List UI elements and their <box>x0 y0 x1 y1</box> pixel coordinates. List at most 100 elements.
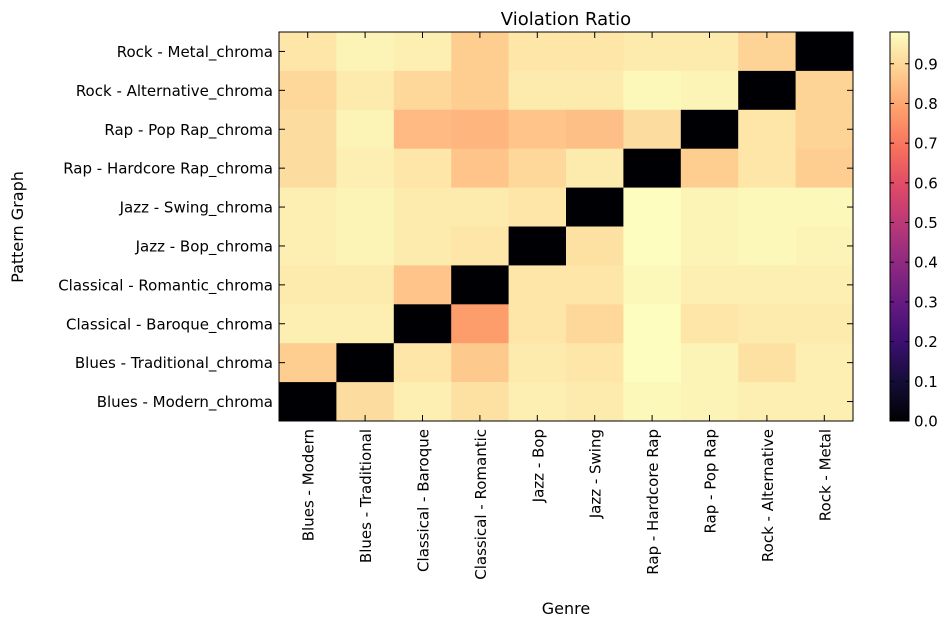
heatmap-cell <box>508 304 567 344</box>
heatmap-cell <box>623 265 682 305</box>
y-tick-label: Classical - Baroque_chroma <box>66 315 273 334</box>
heatmap-cell <box>623 343 682 383</box>
heatmap-cell <box>795 70 854 111</box>
y-tick-label: Jazz - Bop_chroma <box>135 237 273 256</box>
heatmap-cell <box>738 343 797 383</box>
heatmap-cell <box>451 32 510 72</box>
heatmap-cell <box>738 148 797 189</box>
x-tick-label: Blues - Modern <box>300 429 318 541</box>
heatmap-cell <box>336 70 395 111</box>
heatmap-cell <box>795 343 854 383</box>
heatmap-cell <box>508 187 567 227</box>
heatmap-cell <box>279 187 337 227</box>
x-tick-label: Jazz - Swing <box>587 429 605 519</box>
y-axis-label: Pattern Graph <box>8 171 27 283</box>
heatmap-cell <box>279 265 337 305</box>
heatmap-cell <box>623 187 682 227</box>
heatmap-cell <box>279 148 337 189</box>
colorbar-ticks: 0.0 0.1 0.2 0.3 0.4 0.5 0.6 0.7 0.8 0.9 <box>890 55 938 431</box>
heatmap-cell <box>451 382 510 422</box>
heatmap-cell <box>566 32 624 72</box>
y-tick-label: Blues - Modern_chroma <box>97 393 273 412</box>
heatmap-cell <box>336 148 395 189</box>
heatmap-cell <box>680 70 739 111</box>
heatmap-cell <box>451 187 510 227</box>
heatmap-cell <box>508 265 567 305</box>
heatmap-cell <box>451 343 510 383</box>
colorbar-tick-label: 0.0 <box>914 413 938 431</box>
heatmap-cell <box>508 148 567 189</box>
chart-title: Violation Ratio <box>501 9 631 30</box>
heatmap-cell <box>508 343 567 383</box>
heatmap-cell <box>623 382 682 422</box>
heatmap-cell <box>566 382 624 422</box>
heatmap-cell <box>680 148 739 189</box>
heatmap-cell <box>336 304 395 344</box>
heatmap-cell <box>451 226 510 266</box>
colorbar-tick-label: 0.6 <box>914 174 938 192</box>
heatmap-cell <box>795 148 854 189</box>
heatmap-cell <box>393 304 452 344</box>
heatmap-cell <box>508 109 567 150</box>
heatmap-cell <box>279 343 337 383</box>
heatmap-cell <box>508 32 567 72</box>
heatmap-cell <box>795 265 854 305</box>
heatmap-cell <box>680 304 739 344</box>
heatmap-cell <box>451 70 510 111</box>
heatmap-cell <box>566 70 624 111</box>
heatmap-cell <box>279 32 337 72</box>
heatmap-cell <box>738 187 797 227</box>
heatmap-cell <box>451 148 510 189</box>
heatmap-cell <box>279 226 337 266</box>
heatmap-cell <box>336 32 395 72</box>
heatmap-cell <box>566 343 624 383</box>
y-tick-label: Rap - Hardcore Rap_chroma <box>63 160 273 179</box>
heatmap-cells <box>279 32 854 422</box>
heatmap-cell <box>393 265 452 305</box>
heatmap-cell <box>738 382 797 422</box>
y-tick-label: Blues - Traditional_chroma <box>75 354 273 373</box>
heatmap-cell <box>680 343 739 383</box>
colorbar-tick-label: 0.8 <box>914 95 938 113</box>
y-tick-label: Classical - Romantic_chroma <box>58 276 273 295</box>
heatmap-cell <box>336 226 395 266</box>
colorbar <box>889 31 910 422</box>
heatmap-cell <box>336 382 395 422</box>
heatmap-cell <box>336 187 395 227</box>
heatmap-cell <box>680 187 739 227</box>
colorbar-tick-label: 0.9 <box>914 55 938 73</box>
colorbar-tick-label: 0.1 <box>914 373 938 391</box>
heatmap-cell <box>393 70 452 111</box>
x-tick-label: Classical - Baroque <box>415 429 433 572</box>
heatmap-cell <box>680 226 739 266</box>
colorbar-tick-label: 0.7 <box>914 135 938 153</box>
heatmap-cell <box>795 32 854 72</box>
heatmap-cell <box>279 304 337 344</box>
plot-frame <box>278 31 854 422</box>
colorbar-tick-label: 0.4 <box>914 254 938 272</box>
heatmap-cell <box>566 187 624 227</box>
heatmap-cell <box>393 343 452 383</box>
y-tick-label: Rock - Metal_chroma <box>117 43 273 62</box>
heatmap-cell <box>738 265 797 305</box>
heatmap-cell <box>393 187 452 227</box>
colorbar-tick-label: 0.2 <box>914 333 938 351</box>
y-tick-label: Jazz - Swing_chroma <box>119 199 273 218</box>
heatmap-cell <box>738 226 797 266</box>
x-axis-label: Genre <box>542 599 590 618</box>
x-tick-label: Rap - Pop Rap <box>702 429 720 534</box>
heatmap-cell <box>393 382 452 422</box>
x-tick-label: Jazz - Bop <box>529 429 547 503</box>
heatmap-cell <box>566 109 624 150</box>
heatmap-cell <box>336 343 395 383</box>
y-tick-label: Rock - Alternative_chroma <box>76 82 273 101</box>
heatmap-cell <box>795 109 854 150</box>
heatmap-cell <box>508 70 567 111</box>
colorbar-tick-label: 0.3 <box>914 293 938 311</box>
heatmap-cell <box>738 70 797 111</box>
x-tick-label: Blues - Traditional <box>357 429 375 563</box>
heatmap-cell <box>795 304 854 344</box>
y-axis-ticks: Rock - Metal_chroma Rock - Alternative_ch… <box>58 43 853 412</box>
heatmap-cell <box>623 148 682 189</box>
